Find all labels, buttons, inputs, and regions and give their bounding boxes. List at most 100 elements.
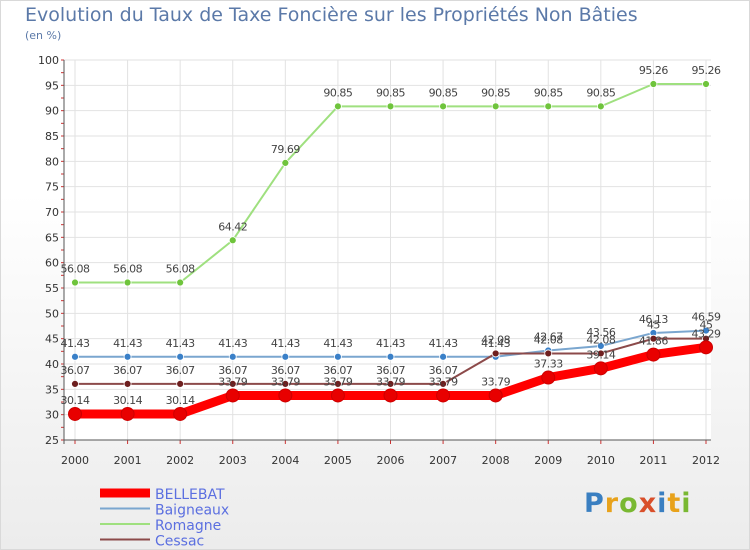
data-point <box>491 349 500 358</box>
data-point <box>334 380 342 388</box>
plot-area <box>64 60 711 440</box>
x-tick-label: 2008 <box>482 454 510 467</box>
data-label: 56.08 <box>113 263 142 276</box>
y-tick-label: 90 <box>45 105 59 118</box>
x-tick-label: 2003 <box>219 454 247 467</box>
x-tick-label: 2011 <box>639 454 667 467</box>
data-point <box>278 388 293 403</box>
data-point <box>71 278 79 287</box>
data-point <box>488 388 503 403</box>
data-label: 64.42 <box>218 220 247 233</box>
data-point <box>596 102 605 111</box>
x-tick-label: 2005 <box>324 454 352 467</box>
data-label: 36.07 <box>323 364 352 377</box>
data-label: 41.43 <box>61 337 90 350</box>
x-tick-label: 2000 <box>61 454 89 467</box>
data-point <box>491 102 500 111</box>
data-point <box>334 352 342 361</box>
x-tick-label: 2009 <box>534 454 562 467</box>
data-point <box>439 352 447 361</box>
data-label: 36.07 <box>218 364 247 377</box>
logo-letter: x <box>638 488 658 519</box>
data-label: 41.43 <box>376 337 405 350</box>
y-tick-label: 50 <box>45 307 59 320</box>
data-point <box>176 352 185 361</box>
y-tick-label: 70 <box>45 206 59 219</box>
data-label: 36.07 <box>429 364 458 377</box>
data-label: 41.43 <box>481 337 510 350</box>
data-label: 43.56 <box>586 326 615 339</box>
data-point <box>541 370 556 385</box>
data-point <box>228 380 237 388</box>
data-point <box>544 102 553 111</box>
data-label: 41.43 <box>166 337 195 350</box>
data-point <box>176 380 185 388</box>
logo-letter: r <box>604 488 620 519</box>
data-label: 42.08 <box>481 333 510 346</box>
data-label: 30.14 <box>61 394 90 407</box>
y-tick-label: 85 <box>45 130 59 143</box>
data-point <box>330 388 345 403</box>
y-tick-label: 60 <box>45 257 59 270</box>
data-label: 90.85 <box>323 86 352 99</box>
data-label: 33.79 <box>323 375 352 388</box>
logo-letter: i <box>681 488 692 519</box>
data-label: 95.26 <box>692 64 721 77</box>
x-tick-label: 2010 <box>587 454 615 467</box>
data-point <box>334 102 342 111</box>
chart-subtitle: (en %) <box>25 29 62 42</box>
data-label: 33.79 <box>429 375 458 388</box>
data-point <box>702 326 710 335</box>
logo-letter: t <box>667 488 682 519</box>
data-label: 30.14 <box>166 394 195 407</box>
legend-label-bellebat: BELLEBAT <box>155 487 225 503</box>
data-label: 41.43 <box>323 337 352 350</box>
x-tick-label: 2006 <box>377 454 405 467</box>
x-tick-label: 2004 <box>271 454 299 467</box>
legend-label-cessac: Cessac <box>155 534 204 550</box>
y-tick-label: 95 <box>45 79 59 92</box>
data-label: 41.43 <box>271 337 300 350</box>
y-tick-label: 55 <box>45 282 59 295</box>
data-label: 45 <box>647 319 660 332</box>
data-point <box>281 380 290 388</box>
data-label: 36.07 <box>376 364 405 377</box>
data-point <box>123 380 132 388</box>
data-point <box>702 80 710 88</box>
y-tick-label: 65 <box>45 231 59 244</box>
data-point <box>439 102 447 111</box>
data-label: 42.08 <box>586 333 615 346</box>
data-label: 33.79 <box>376 375 405 388</box>
legend-label-romagne: Romagne <box>155 518 221 534</box>
data-point <box>593 361 608 376</box>
data-point <box>123 278 132 287</box>
y-tick-label: 100 <box>38 54 59 67</box>
data-label: 90.85 <box>376 86 405 99</box>
x-tick-label: 2007 <box>429 454 457 467</box>
x-tick-label: 2002 <box>166 454 194 467</box>
data-point <box>699 340 713 355</box>
y-tick-label: 80 <box>45 155 59 168</box>
data-label: 41.43 <box>218 337 247 350</box>
data-point <box>176 278 185 287</box>
data-label: 45 <box>700 319 713 332</box>
data-label: 36.07 <box>271 364 300 377</box>
data-label: 90.85 <box>586 86 615 99</box>
data-point <box>596 349 605 358</box>
data-point <box>386 102 395 111</box>
data-label: 90.85 <box>481 86 510 99</box>
legend-label-baigneaux: Baigneaux <box>155 503 229 519</box>
data-label: 56.08 <box>166 263 195 276</box>
data-point <box>383 388 398 403</box>
data-label: 30.14 <box>113 394 142 407</box>
data-point <box>120 406 135 421</box>
data-point <box>436 388 451 403</box>
y-tick-label: 45 <box>45 333 59 346</box>
data-label: 33.79 <box>218 375 247 388</box>
data-point <box>71 380 79 388</box>
logo-letter: P <box>584 488 605 519</box>
data-point <box>386 380 395 388</box>
data-point <box>71 352 79 361</box>
data-point <box>646 347 661 362</box>
